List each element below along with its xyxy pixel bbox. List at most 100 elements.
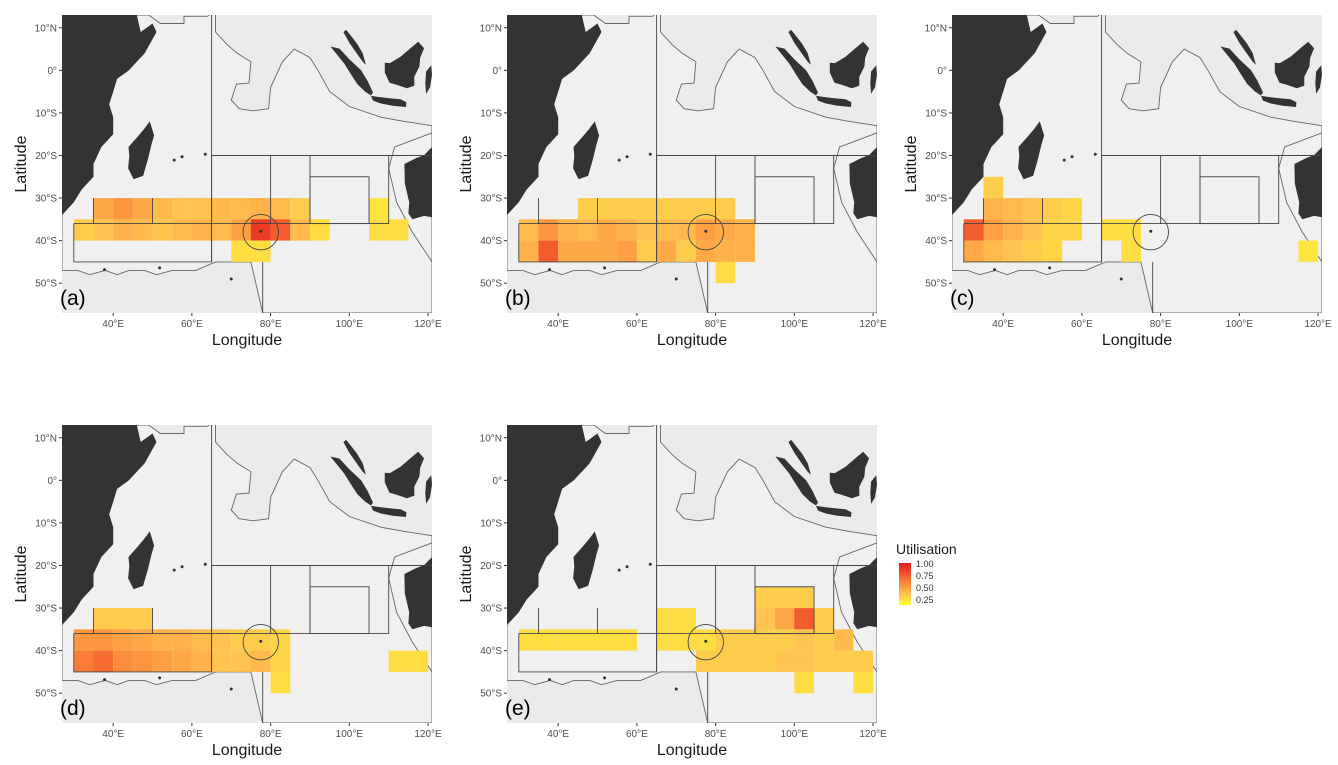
- indonesia-island: [775, 46, 818, 96]
- lat-tick-label: 0°: [47, 66, 57, 77]
- x-axis-title: Longitude: [212, 742, 282, 759]
- small-island: [172, 158, 176, 162]
- utilisation-cell: [73, 650, 94, 672]
- utilisation-cell: [113, 650, 133, 672]
- map-layer: [62, 425, 432, 723]
- lon-tick-label: 40°E: [102, 729, 124, 740]
- indonesia-island: [384, 41, 425, 89]
- indonesia-island: [425, 65, 432, 94]
- utilisation-cell: [172, 650, 192, 672]
- utilisation-cell: [73, 219, 94, 241]
- utilisation-cell: [676, 240, 696, 262]
- lat-tick-label: 0°: [492, 66, 502, 77]
- lat-tick-label: 30°S: [925, 194, 947, 205]
- small-island: [158, 676, 162, 680]
- utilisation-cell: [656, 219, 677, 241]
- lat-tick-label: 20°S: [35, 561, 57, 572]
- lon-tick-label: 60°E: [181, 319, 203, 330]
- lat-tick-label: 0°: [47, 476, 57, 487]
- utilisation-cell: [983, 176, 1004, 199]
- utilisation-cell: [963, 219, 984, 241]
- lat-tick-label: 30°S: [35, 604, 57, 615]
- lon-tick-label: 40°E: [547, 729, 569, 740]
- utilisation-cell: [1101, 219, 1122, 241]
- map-layer: [507, 425, 877, 723]
- indonesia-island: [343, 439, 366, 475]
- utilisation-cell: [369, 219, 389, 241]
- lon-tick-label: 100°E: [781, 729, 809, 740]
- amsterdam-eez: [687, 623, 724, 661]
- lon-tick-label: 60°E: [181, 729, 203, 740]
- small-island: [625, 565, 629, 569]
- y-axis-title: Latitude: [903, 135, 920, 192]
- utilisation-cell: [518, 240, 539, 262]
- indonesia-island: [1261, 95, 1297, 107]
- lat-tick-label: 20°S: [480, 151, 502, 162]
- lat-tick-label: 0°: [492, 476, 502, 487]
- indonesia-island: [1220, 46, 1263, 96]
- legend-title: Utilisation: [896, 541, 957, 557]
- utilisation-cell: [250, 650, 271, 672]
- utilisation-cell: [794, 608, 814, 630]
- australia-landmass: [404, 147, 432, 220]
- small-island: [259, 229, 263, 233]
- utilisation-cell: [814, 629, 834, 651]
- small-island: [180, 155, 184, 159]
- utilisation-cell: [1042, 198, 1063, 220]
- utilisation-cell: [1022, 219, 1043, 241]
- small-island: [1149, 229, 1153, 233]
- small-island: [548, 268, 552, 272]
- utilisation-cell: [794, 629, 814, 651]
- utilisation-cell: [735, 219, 755, 241]
- small-island: [229, 687, 233, 691]
- amsterdam-eez: [242, 213, 279, 251]
- utilisation-cell: [774, 650, 795, 672]
- utilisation-cell: [1003, 240, 1023, 262]
- lat-tick-label: 10°N: [35, 23, 57, 34]
- utilisation-cell: [656, 608, 677, 630]
- lon-tick-label: 120°E: [414, 319, 442, 330]
- utilisation-cell: [577, 629, 598, 651]
- utilisation-cell: [656, 240, 677, 262]
- utilisation-cell: [617, 219, 637, 241]
- utilisation-cell: [814, 650, 834, 672]
- indonesia-island: [384, 451, 425, 499]
- utilisation-cell: [132, 198, 153, 220]
- utilisation-cell: [617, 198, 637, 220]
- utilisation-cell: [231, 629, 251, 651]
- utilisation-cell: [1022, 240, 1043, 262]
- utilisation-cell: [617, 629, 637, 651]
- australia-landmass: [849, 557, 877, 630]
- utilisation-cell: [191, 650, 212, 672]
- indonesia-island: [1274, 41, 1315, 89]
- small-island: [1119, 277, 1123, 281]
- area-box: [309, 586, 370, 635]
- utilisation-cell: [983, 198, 1004, 220]
- utilisation-cell: [231, 198, 251, 220]
- utilisation-cell: [963, 240, 984, 262]
- utilisation-cell: [755, 629, 775, 651]
- utilisation-cell: [538, 240, 559, 262]
- map-layer: [62, 15, 432, 313]
- utilisation-cell: [755, 586, 775, 609]
- utilisation-cell: [132, 650, 153, 672]
- indonesia-island: [788, 29, 811, 65]
- utilisation-cell: [676, 629, 696, 651]
- utilisation-cell: [113, 198, 133, 220]
- utilisation-cell: [558, 629, 578, 651]
- lat-tick-label: 30°S: [480, 194, 502, 205]
- utilisation-cell: [250, 240, 271, 262]
- utilisation-cell: [388, 219, 409, 241]
- utilisation-cell: [695, 650, 716, 672]
- map-panel-c: 40°E 60°E 80°E 100°E 120°E 10°N 0° 10°S 20°S 30°S…: [890, 0, 1335, 355]
- australia-landmass: [1294, 147, 1322, 220]
- utilisation-cell: [211, 629, 232, 651]
- x-axis-title: Longitude: [1102, 332, 1172, 349]
- utilisation-cell: [113, 608, 133, 630]
- utilisation-cell: [132, 219, 153, 241]
- madagascar-landmass: [573, 121, 600, 180]
- lat-tick-label: 40°S: [925, 236, 947, 247]
- indonesia-island: [870, 475, 877, 504]
- panel-tag: (b): [505, 287, 531, 310]
- lon-tick-label: 80°E: [260, 729, 282, 740]
